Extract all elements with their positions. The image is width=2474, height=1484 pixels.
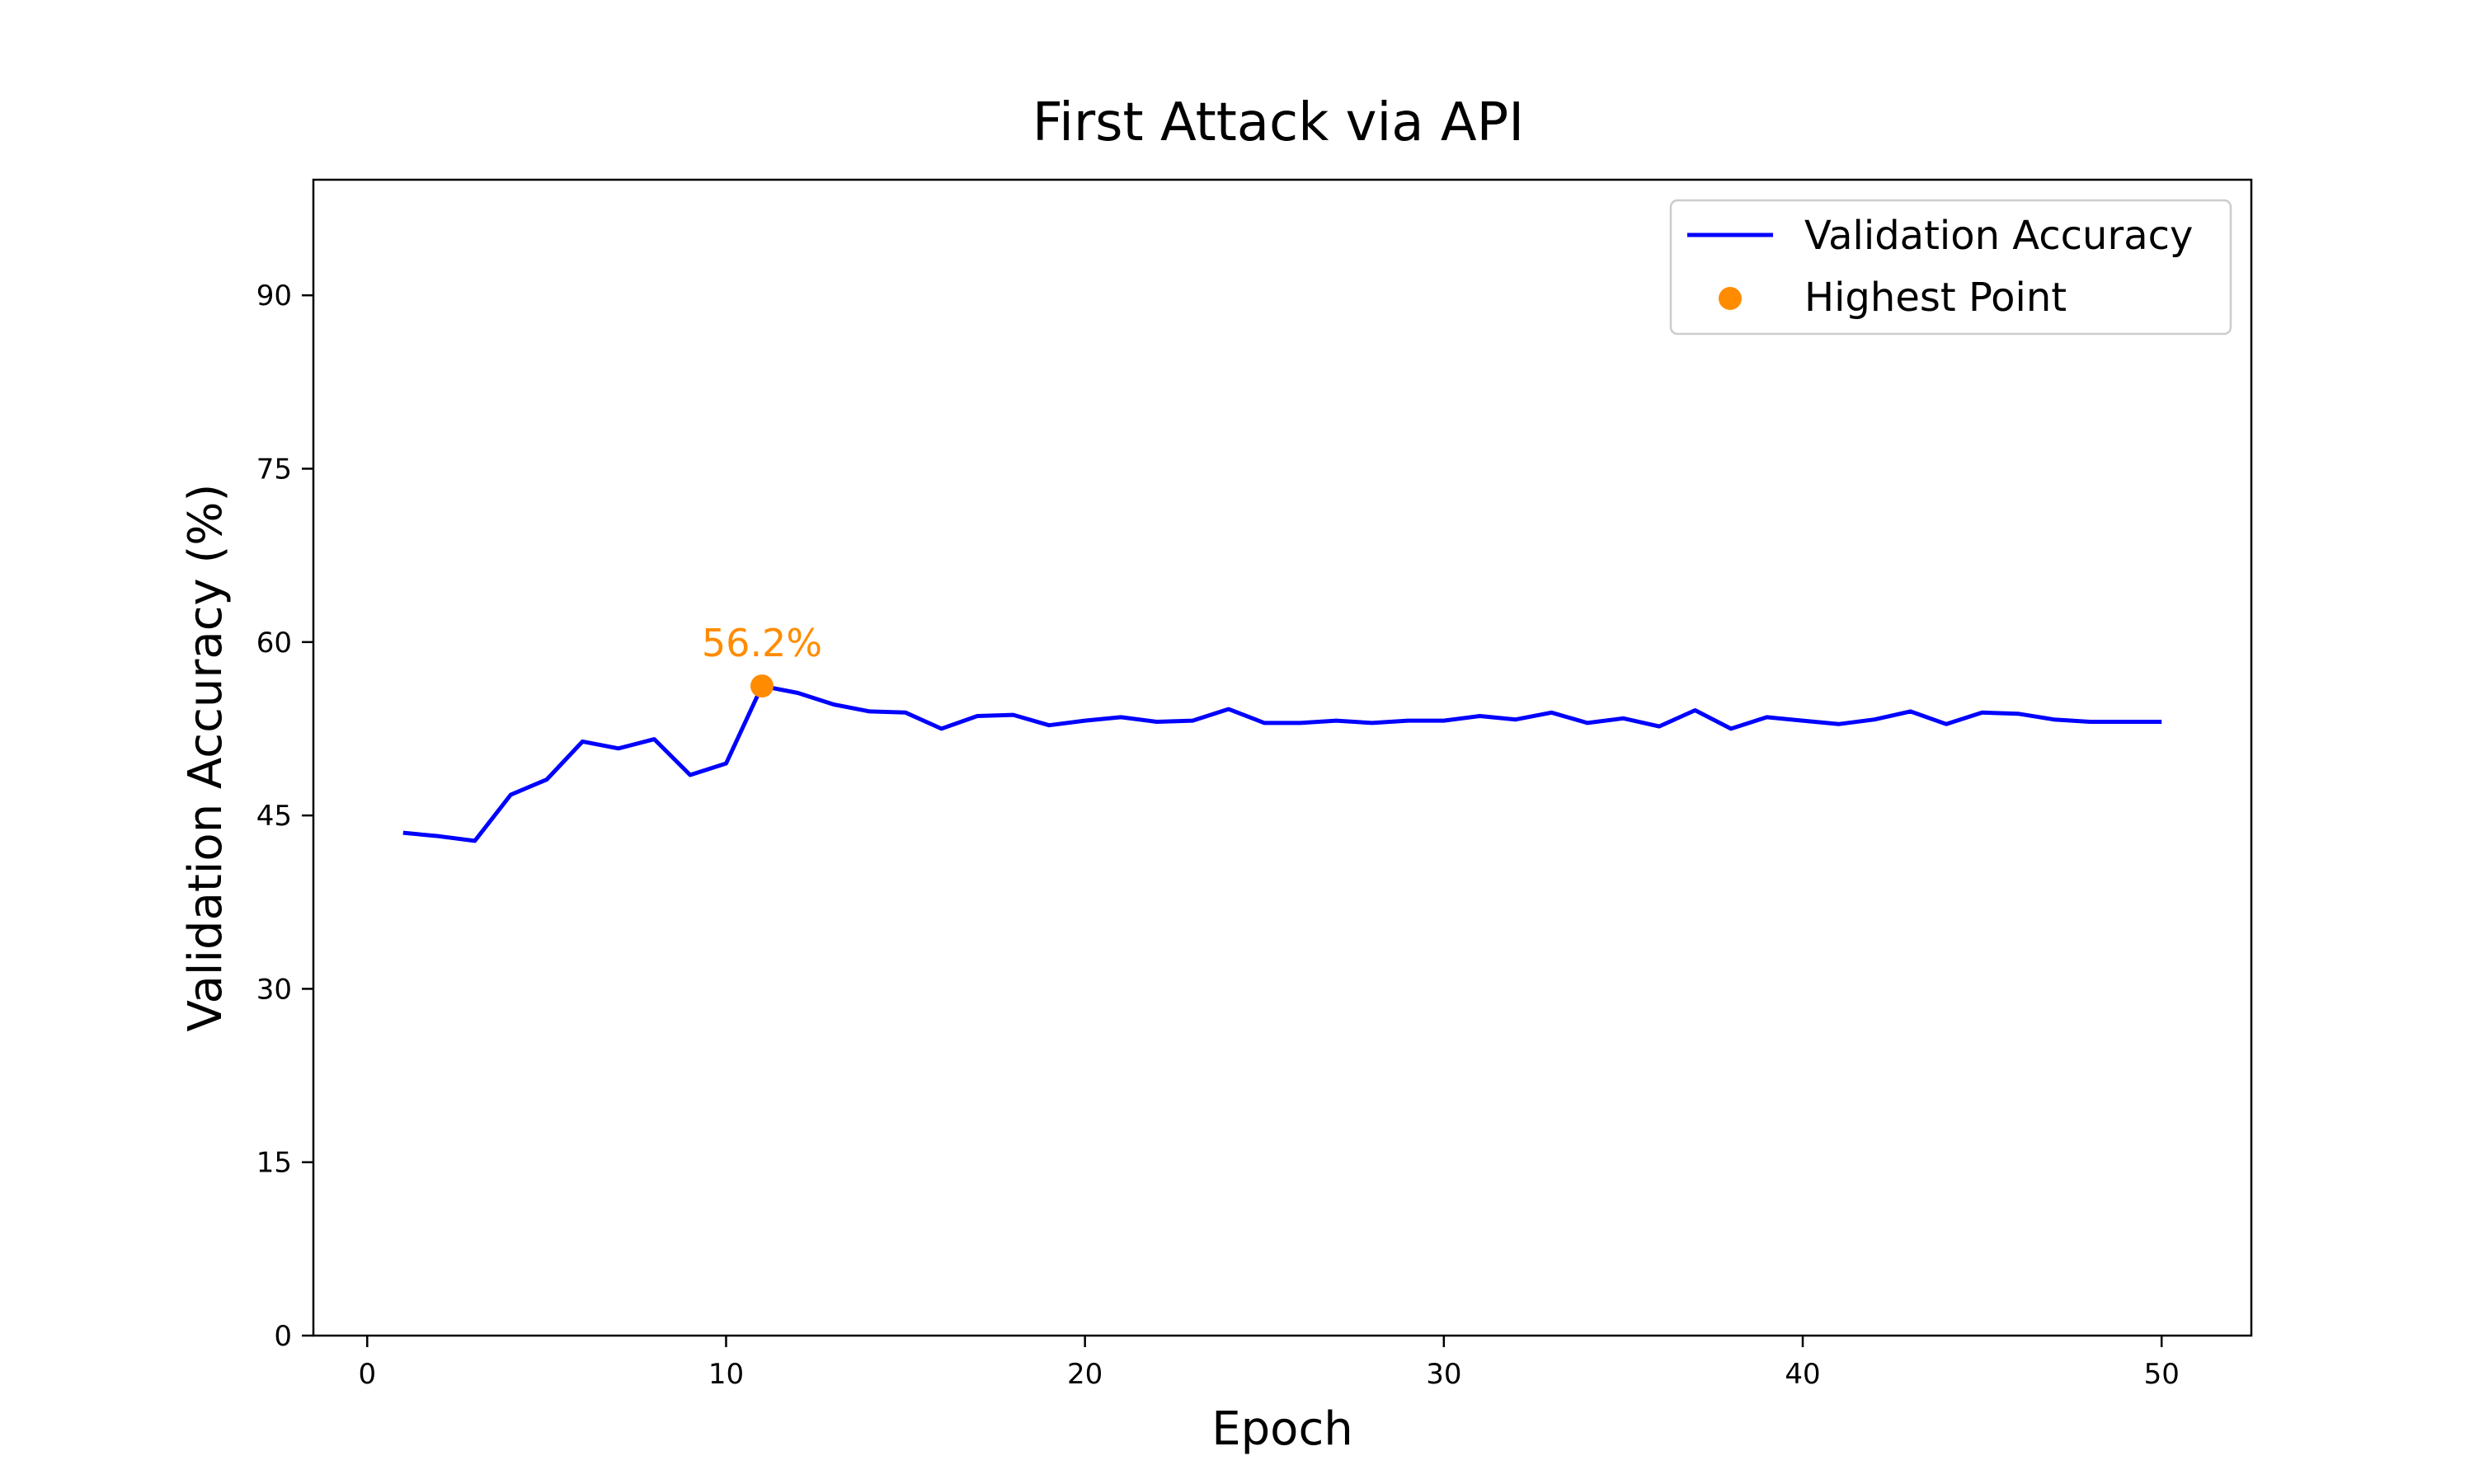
x-tick-label: 30 xyxy=(1426,1358,1461,1391)
legend-dot-swatch xyxy=(1719,287,1742,310)
chart-title: First Attack via API xyxy=(1032,92,1524,153)
y-tick-label: 15 xyxy=(256,1147,292,1180)
y-tick-label: 75 xyxy=(256,453,292,486)
highest-point-marker xyxy=(750,674,774,698)
plot-frame xyxy=(312,178,2253,1337)
validation-accuracy-line xyxy=(402,683,2162,843)
x-tick-label: 10 xyxy=(708,1358,744,1391)
x-tick-label: 50 xyxy=(2144,1358,2180,1391)
y-axis: 0 15 30 45 60 75 90 xyxy=(256,279,313,1353)
legend-box xyxy=(1669,199,2232,336)
y-tick-label: 45 xyxy=(256,800,292,833)
y-tick-label: 30 xyxy=(256,973,292,1006)
y-tick-label: 90 xyxy=(256,279,292,312)
legend: Validation Accuracy Highest Point xyxy=(1669,199,2232,336)
x-tick-label: 40 xyxy=(1785,1358,1820,1391)
legend-label-validation-accuracy: Validation Accuracy xyxy=(1804,213,2193,259)
x-tick-label: 20 xyxy=(1067,1358,1103,1391)
y-tick-label: 60 xyxy=(256,627,292,660)
y-axis-label: Validation Accuracy (%) xyxy=(179,484,233,1032)
highest-point-label: 56.2% xyxy=(702,621,822,665)
y-tick-label: 0 xyxy=(274,1320,292,1353)
x-axis: 0 10 20 30 40 50 xyxy=(358,1336,2180,1391)
legend-label-highest-point: Highest Point xyxy=(1804,275,2067,321)
x-axis-label: Epoch xyxy=(1211,1402,1352,1456)
x-tick-label: 0 xyxy=(358,1358,376,1391)
